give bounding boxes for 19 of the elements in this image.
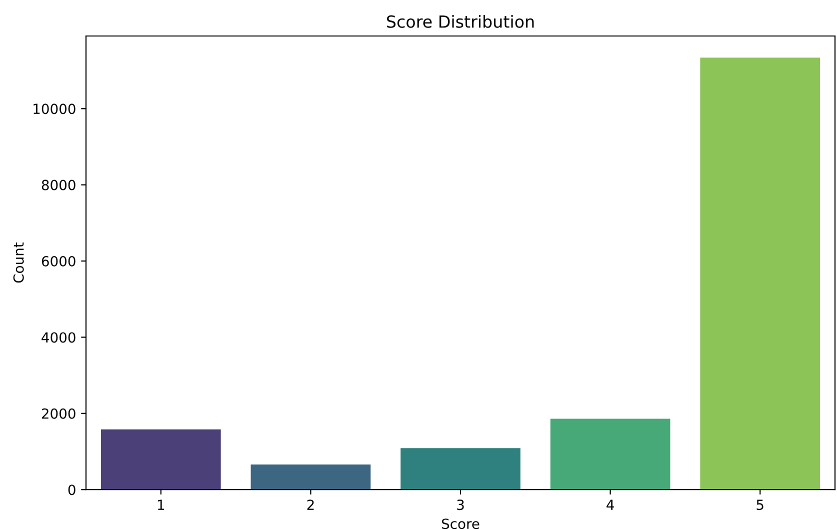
x-tick-label: 5 (756, 500, 764, 510)
bar (250, 464, 371, 490)
y-tick-label: 0 (68, 484, 76, 496)
y-tick-label: 8000 (42, 180, 76, 190)
x-axis-title: Score (442, 518, 480, 529)
y-tick-label: 6000 (42, 256, 76, 267)
bar (550, 418, 670, 490)
x-tick-label: 4 (606, 500, 614, 510)
chart-title: Score Distribution (387, 15, 534, 28)
bar (100, 429, 221, 490)
y-tick-label: 4000 (42, 332, 76, 343)
y-axis-title: Count (13, 242, 24, 283)
y-tick-label: 2000 (42, 408, 76, 419)
x-tick-label: 1 (158, 500, 164, 510)
bar (700, 58, 820, 490)
bar (400, 448, 520, 490)
x-tick-label: 3 (457, 500, 464, 510)
y-tick-label: 10000 (34, 104, 76, 114)
x-tick-label: 2 (307, 500, 314, 510)
